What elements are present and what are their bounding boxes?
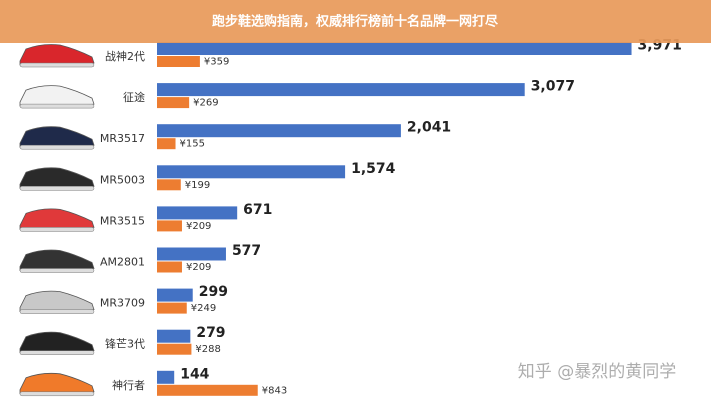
value-label: ¥209	[186, 262, 211, 273]
value-label: ¥359	[204, 57, 229, 68]
value-label: 299	[199, 284, 228, 300]
shoe-sole	[19, 391, 95, 397]
shoe	[19, 126, 95, 149]
value-label: ¥155	[180, 139, 205, 150]
price-bar	[157, 56, 200, 67]
bar	[157, 206, 238, 220]
bar	[157, 165, 346, 179]
shoe-sole	[19, 103, 95, 109]
price-bar	[157, 343, 192, 355]
value-label: 3,077	[531, 79, 575, 95]
category-label: AM2801	[100, 256, 145, 269]
shoe	[19, 85, 95, 108]
shoe-sole	[19, 268, 95, 273]
banner-title: 跑步鞋选购指南，权威排行榜前十名品牌一网打尽	[212, 14, 499, 30]
category-label: 征途	[123, 90, 145, 104]
shoe	[19, 44, 95, 67]
category-label: 神行者	[112, 378, 145, 392]
shoe-sole	[19, 144, 95, 150]
value-label: 577	[232, 243, 261, 259]
value-label: 144	[180, 366, 209, 382]
banner	[0, 0, 711, 43]
category-label: MR3515	[100, 214, 145, 227]
category-label: MR5003	[100, 173, 145, 186]
value-label: ¥199	[185, 180, 210, 191]
value-label: 671	[243, 202, 272, 218]
plot: 战神2代3,971¥359征途3,077¥269MR35172,041¥155M…	[100, 38, 682, 397]
shoe-images	[19, 44, 95, 397]
shoe-sole	[19, 309, 95, 314]
bar	[157, 42, 632, 55]
price-bar	[157, 179, 181, 191]
price-bar	[157, 261, 182, 273]
shoe-sole	[19, 227, 95, 232]
category-label: 锋芒3代	[105, 338, 145, 351]
price-bar	[157, 220, 182, 232]
category-label: MR3517	[100, 132, 145, 145]
value-label: ¥269	[193, 98, 218, 109]
bar	[157, 83, 525, 97]
category-label: 战神2代	[105, 49, 145, 63]
value-label: ¥843	[262, 385, 287, 396]
price-bar	[157, 97, 190, 109]
value-label: 2,041	[407, 120, 451, 136]
shoe-sole	[19, 350, 95, 355]
watermark: 知乎 @暴烈的黄同学	[518, 362, 676, 382]
value-label: 1,574	[351, 161, 396, 177]
value-label: 279	[196, 325, 225, 341]
shoe	[19, 290, 95, 313]
bar	[157, 288, 193, 302]
value-label: ¥249	[191, 303, 216, 314]
shoe	[19, 331, 95, 354]
value-label: ¥209	[186, 221, 211, 232]
shoe	[19, 249, 95, 272]
shoe-sole	[19, 62, 95, 68]
price-bar	[157, 302, 187, 314]
bar	[157, 247, 226, 261]
shoe	[19, 372, 95, 395]
shoe	[19, 208, 95, 231]
price-bar	[157, 138, 176, 150]
price-bar	[157, 384, 258, 396]
value-label: ¥288	[195, 344, 220, 355]
bar	[157, 370, 175, 384]
shoe-sole	[19, 186, 95, 191]
bar	[157, 329, 191, 343]
category-label: MR3709	[100, 297, 145, 310]
bar	[157, 124, 401, 138]
shoe	[19, 167, 95, 190]
